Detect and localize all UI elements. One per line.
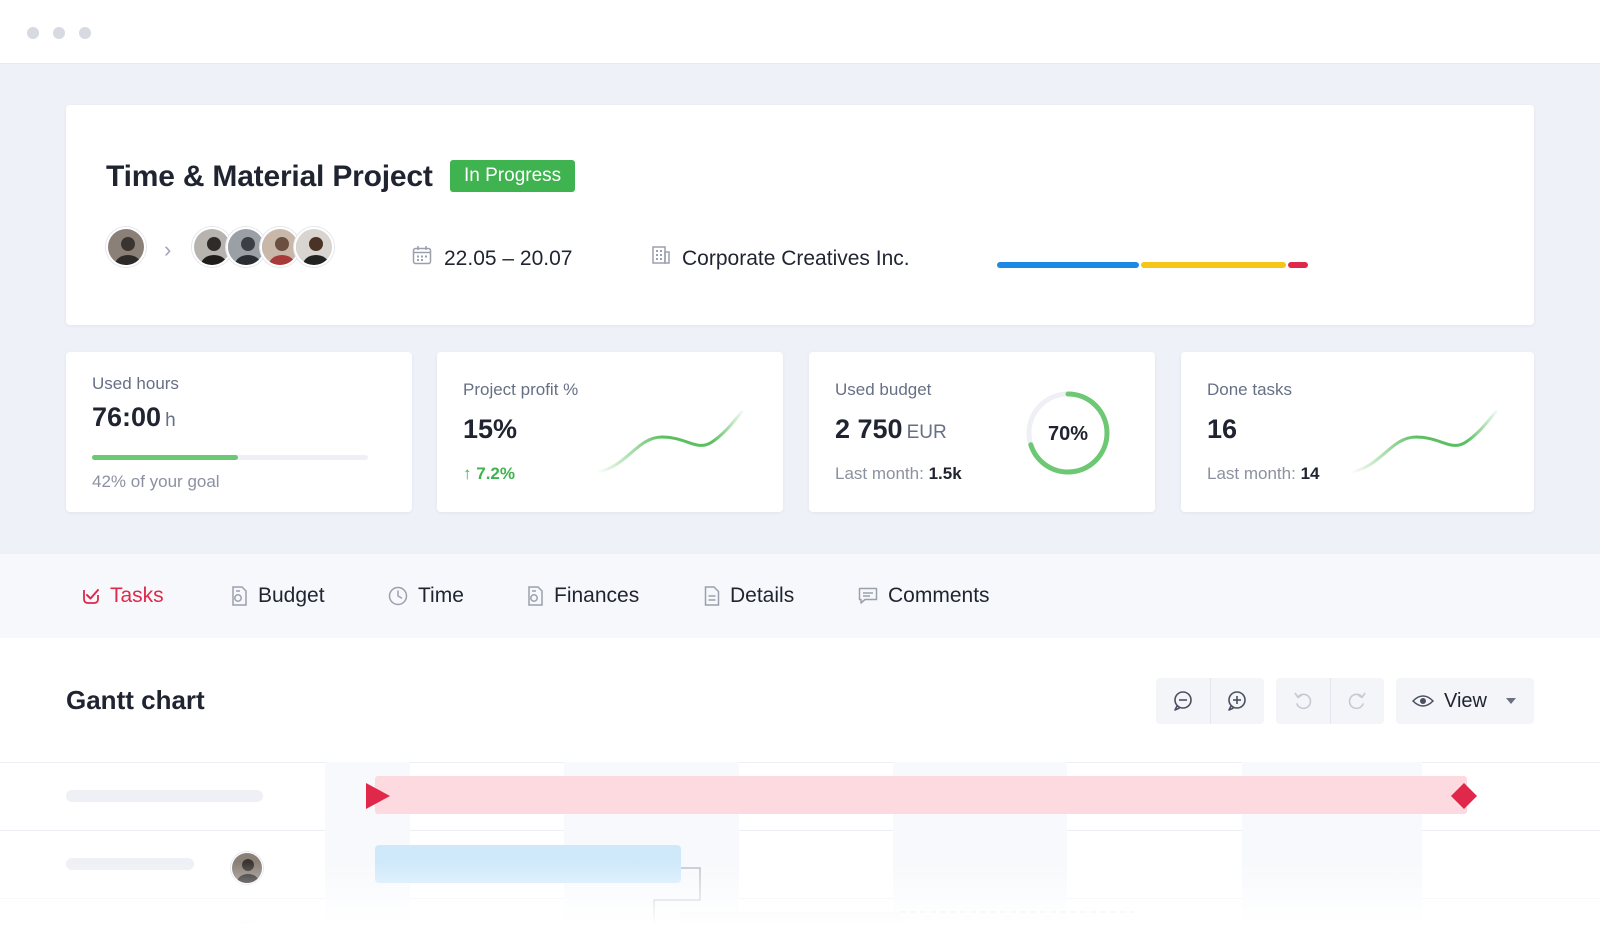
undo-icon bbox=[1294, 692, 1312, 710]
window-minimize-button[interactable] bbox=[53, 27, 65, 39]
hours-progress-fill bbox=[92, 455, 239, 460]
tasks-sparkline bbox=[1351, 410, 1498, 474]
building-icon bbox=[652, 246, 670, 264]
document-icon bbox=[704, 586, 720, 606]
budget-value: 2 750 EUR bbox=[835, 414, 947, 444]
budget-donut: 70% bbox=[1026, 391, 1110, 475]
tab-comments[interactable]: Comments bbox=[858, 584, 990, 608]
history-controls bbox=[1276, 678, 1384, 724]
budget-donut-arc bbox=[1026, 391, 1110, 475]
eye-icon bbox=[1412, 695, 1434, 707]
bottom-fade-overlay bbox=[0, 862, 1600, 936]
project-header-card: Time & Material Project In Progress › 22… bbox=[66, 105, 1534, 325]
chevron-down-icon bbox=[1506, 698, 1516, 704]
tab-time-label: Time bbox=[418, 584, 464, 607]
tab-tasks-label: Tasks bbox=[110, 584, 164, 607]
finances-icon bbox=[528, 586, 543, 606]
owner-avatar[interactable] bbox=[106, 227, 146, 267]
team-avatar[interactable] bbox=[192, 227, 232, 267]
project-tabs: Tasks Budget Time Finances Details Comme… bbox=[0, 554, 1600, 638]
budget-percent: 70% bbox=[1048, 423, 1088, 445]
project-timeline-bar[interactable] bbox=[375, 776, 1467, 814]
project-profit-card: Project profit % 15% ↑ 7.2% bbox=[437, 352, 783, 512]
tab-details[interactable]: Details bbox=[704, 584, 794, 608]
task-name-placeholder bbox=[66, 790, 263, 802]
gantt-title: Gantt chart bbox=[66, 685, 205, 715]
project-title: Time & Material Project bbox=[106, 160, 433, 193]
window-close-button[interactable] bbox=[27, 27, 39, 39]
hours-goal-text: 42% of your goal bbox=[92, 472, 220, 491]
hours-progress-track bbox=[92, 455, 368, 460]
zoom-in-icon bbox=[1228, 691, 1246, 711]
zoom-out-button[interactable] bbox=[1156, 678, 1210, 724]
done-tasks-card: Done tasks 16 Last month: 14 bbox=[1181, 352, 1534, 512]
comment-icon bbox=[858, 587, 878, 604]
budget-last-month: Last month: 1.5k bbox=[835, 464, 962, 483]
clock-icon bbox=[388, 586, 408, 606]
tab-finances[interactable]: Finances bbox=[526, 584, 639, 608]
zoom-in-button[interactable] bbox=[1210, 678, 1264, 724]
profit-sparkline bbox=[597, 410, 744, 474]
tab-tasks[interactable]: Tasks bbox=[82, 584, 164, 608]
used-hours-label: Used hours bbox=[92, 374, 179, 393]
budget-progress-segment bbox=[1141, 262, 1286, 268]
tab-finances-label: Finances bbox=[554, 584, 640, 607]
used-budget-card: Used budget 2 750 EUR Last month: 1.5k 70… bbox=[809, 352, 1155, 512]
chevron-right-icon: › bbox=[164, 237, 172, 262]
redo-icon bbox=[1348, 692, 1366, 710]
tab-budget-label: Budget bbox=[258, 584, 325, 607]
done-tasks-value: 16 bbox=[1207, 414, 1238, 444]
used-hours-value: 76:00 h bbox=[92, 402, 176, 432]
team-avatar[interactable] bbox=[260, 227, 300, 267]
tab-details-label: Details bbox=[730, 584, 795, 607]
zoom-controls bbox=[1156, 678, 1264, 724]
view-label: View bbox=[1444, 689, 1487, 712]
start-flag-icon[interactable] bbox=[364, 782, 392, 810]
tasks-last-month: Last month: 14 bbox=[1207, 464, 1320, 483]
calendar-icon bbox=[412, 246, 432, 265]
team-avatar[interactable] bbox=[226, 227, 266, 267]
view-dropdown[interactable]: View bbox=[1396, 678, 1534, 724]
window-maximize-button[interactable] bbox=[79, 27, 91, 39]
zoom-out-icon bbox=[1174, 691, 1192, 711]
project-date-range: 22.05 – 20.07 bbox=[444, 247, 573, 270]
budget-progress-segment bbox=[997, 262, 1139, 268]
client-name[interactable]: Corporate Creatives Inc. bbox=[682, 247, 910, 270]
budget-icon bbox=[232, 586, 247, 606]
tab-comments-label: Comments bbox=[888, 584, 990, 607]
profit-value: 15% bbox=[463, 414, 518, 444]
tab-budget[interactable]: Budget bbox=[230, 584, 325, 608]
budget-label: Used budget bbox=[835, 380, 932, 399]
undo-button[interactable] bbox=[1276, 678, 1330, 724]
milestone-diamond-icon[interactable] bbox=[1450, 782, 1478, 810]
team-avatar[interactable] bbox=[294, 227, 334, 267]
profit-trend: ↑ 7.2% bbox=[463, 464, 515, 483]
status-badge[interactable]: In Progress bbox=[450, 160, 576, 192]
used-hours-card: Used hours 76:00 h 42% of your goal bbox=[66, 352, 412, 512]
redo-button[interactable] bbox=[1330, 678, 1384, 724]
check-icon bbox=[83, 589, 99, 604]
budget-progress-segment bbox=[1288, 262, 1308, 268]
tab-time[interactable]: Time bbox=[388, 584, 464, 608]
arrow-up-icon: ↑ bbox=[463, 464, 472, 483]
window-titlebar bbox=[0, 0, 1600, 64]
profit-label: Project profit % bbox=[463, 380, 579, 399]
done-tasks-label: Done tasks bbox=[1207, 380, 1293, 399]
